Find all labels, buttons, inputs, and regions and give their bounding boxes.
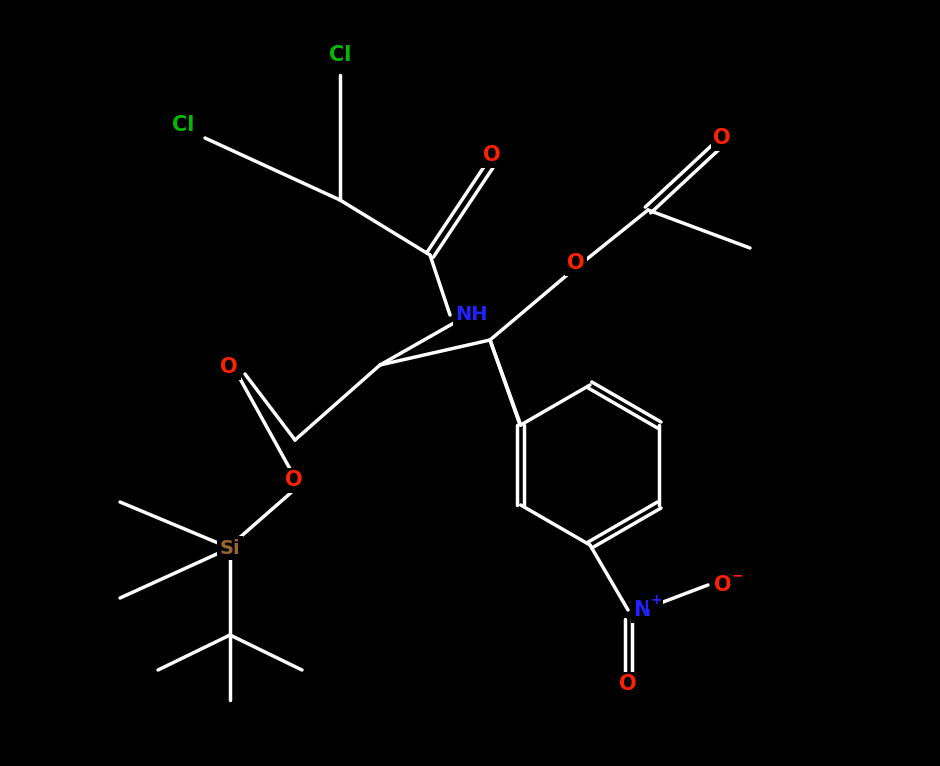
Text: Cl: Cl: [329, 45, 352, 65]
Text: O: O: [713, 128, 730, 148]
Text: −: −: [732, 568, 744, 582]
Text: O: O: [567, 253, 585, 273]
Text: O: O: [619, 674, 636, 694]
Text: O: O: [285, 470, 303, 490]
Text: O: O: [220, 357, 238, 377]
Text: Si: Si: [220, 538, 241, 558]
Text: Cl: Cl: [172, 115, 195, 135]
Text: NH: NH: [455, 306, 488, 325]
Text: O: O: [483, 145, 501, 165]
Text: +: +: [650, 593, 662, 607]
Text: O: O: [714, 575, 731, 595]
Text: N: N: [633, 600, 650, 620]
